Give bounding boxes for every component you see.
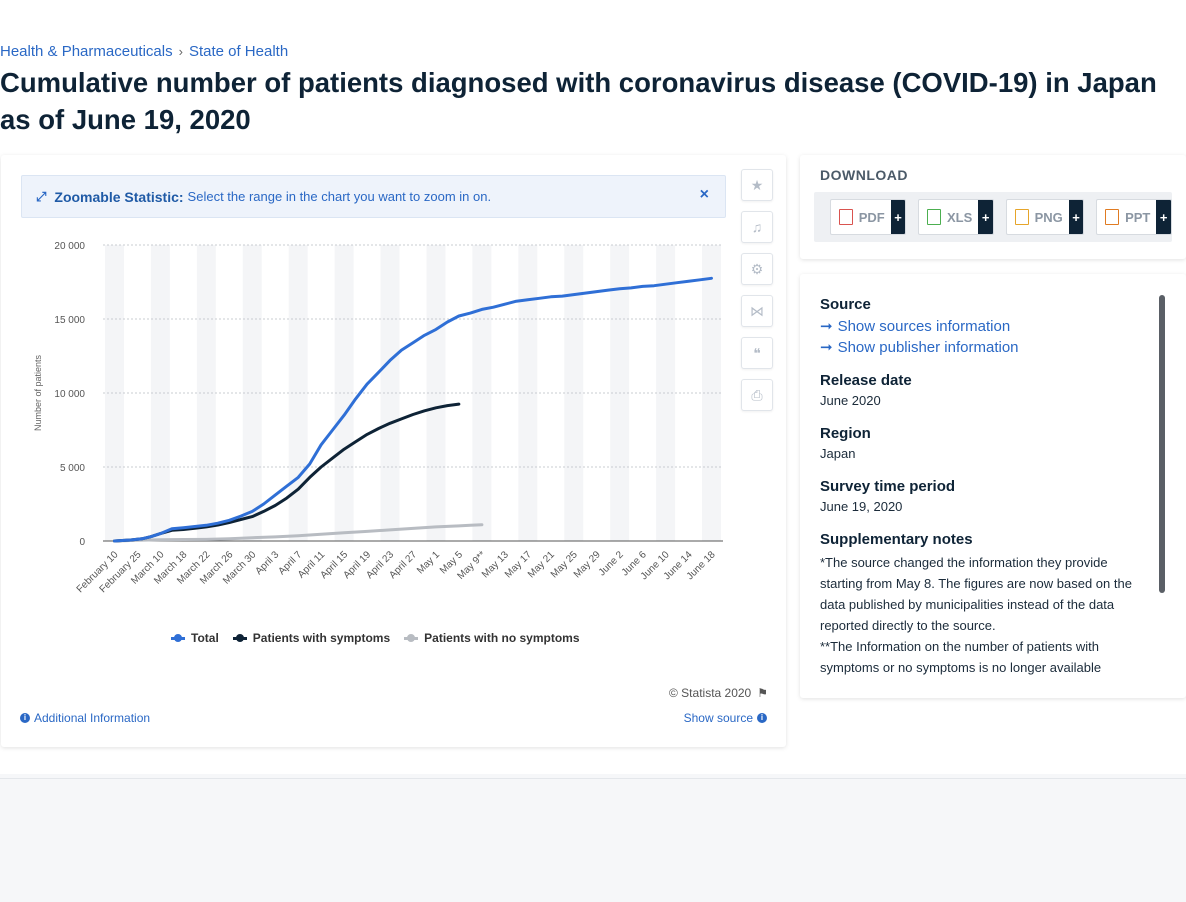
download-ppt-button[interactable]: PPT +: [1096, 199, 1172, 235]
show-publisher-link[interactable]: ➞ Show publisher information: [820, 338, 1142, 357]
legend-item-no-symptoms[interactable]: Patients with no symptoms: [404, 631, 580, 645]
png-file-icon: [1014, 209, 1029, 225]
chart-legend: Total Patients with symptoms Patients wi…: [171, 631, 580, 645]
legend-item-total[interactable]: Total: [171, 631, 219, 645]
legend-item-symptoms[interactable]: Patients with symptoms: [232, 631, 391, 645]
y-tick-label: 10 000: [54, 389, 85, 400]
survey-period-value: June 19, 2020: [820, 499, 903, 514]
png-label: PNG: [1034, 209, 1063, 225]
supplementary-notes-text: *The source changed the information they…: [820, 555, 1132, 633]
zoom-info-bar: ⤢ Zoomable Statistic: Select the range i…: [21, 175, 726, 218]
ppt-file-icon: [1105, 209, 1120, 225]
breadcrumb-state-of-health[interactable]: State of Health: [188, 43, 289, 60]
xls-file-icon: [927, 209, 941, 225]
legend-marker-total: [171, 633, 185, 642]
show-source-link[interactable]: Show source i: [684, 711, 767, 725]
xls-label: XLS: [947, 209, 973, 225]
plus-icon: +: [1068, 200, 1084, 234]
survey-period-label: Survey time period: [820, 478, 956, 495]
show-sources-label: Show sources information: [837, 317, 1011, 335]
y-tick-label: 15 000: [54, 315, 85, 326]
y-tick-label: 0: [79, 537, 85, 548]
show-publisher-label: Show publisher information: [837, 338, 1019, 356]
series-line-patients-with-no-symptoms: [113, 523, 484, 543]
supplementary-notes-text-2: **The Information on the number of patie…: [820, 639, 1102, 675]
info-card: Source ➞ Show sources information ➞ Show…: [800, 274, 1186, 698]
info-icon: i: [757, 713, 767, 723]
favorite-star-icon[interactable]: ★: [741, 169, 773, 201]
supplementary-notes-label: Supplementary notes: [820, 531, 973, 548]
info-scrollbar[interactable]: [1159, 295, 1165, 593]
x-tick-label: May 1: [415, 549, 442, 576]
download-card: DOWNLOAD PDF + XLS + PNG + PPT +: [800, 155, 1186, 259]
download-pdf-button[interactable]: PDF +: [830, 199, 907, 235]
pdf-label: PDF: [858, 209, 885, 225]
legend-label-symptoms: Patients with symptoms: [252, 631, 391, 645]
legend-marker-no-symptoms: [404, 633, 419, 642]
arrow-right-icon: ➞: [820, 339, 833, 356]
expand-icon: ⤢: [36, 188, 47, 204]
zoom-text: Select the range in the chart you want t…: [187, 189, 492, 204]
zoom-title: Zoomable Statistic:: [54, 188, 184, 205]
series-line-total: [113, 276, 713, 543]
region-label: Region: [820, 425, 871, 442]
pdf-file-icon: [839, 209, 853, 225]
download-xls-button[interactable]: XLS +: [918, 199, 994, 235]
notification-bell-icon[interactable]: ♫: [741, 211, 773, 243]
additional-information-link[interactable]: i Additional Information: [20, 711, 150, 725]
column-band: [288, 245, 308, 541]
legend-marker-symptoms: [232, 633, 247, 642]
chart-plot[interactable]: 0 5 000 10 000 15 000 20 000 Number of patien…: [1, 155, 741, 625]
page-title: Cumulative number of patients diagnosed …: [0, 67, 1157, 135]
breadcrumb-health[interactable]: Health & Pharmaceuticals: [0, 43, 173, 60]
download-title: DOWNLOAD: [820, 167, 908, 183]
show-source-label: Show source: [683, 711, 753, 725]
y-tick-label: 20 000: [54, 241, 85, 252]
y-axis-label: Number of patients: [33, 354, 43, 431]
plus-icon: +: [890, 200, 906, 234]
info-icon: i: [20, 713, 30, 723]
credit-text: © Statista 2020: [669, 686, 752, 700]
breadcrumb: Health & Pharmaceuticals › State of Heal…: [0, 43, 288, 60]
print-icon[interactable]: ⎙: [741, 379, 773, 411]
page-bottom: [0, 778, 1186, 902]
chart-card: ⤢ Zoomable Statistic: Select the range i…: [1, 155, 786, 747]
download-buttons: PDF + XLS + PNG + PPT +: [814, 192, 1172, 242]
release-date-value: June 2020: [820, 393, 881, 408]
x-tick-label: June 2: [597, 549, 626, 578]
side-actions: ★ ♫ ⚙ ⋈ ❝ ⎙: [741, 169, 773, 411]
show-sources-link[interactable]: ➞ Show sources information: [820, 317, 1142, 336]
column-band: [380, 245, 400, 541]
legend-label-no-symptoms: Patients with no symptoms: [424, 631, 580, 645]
legend-label-total: Total: [191, 631, 219, 645]
plus-icon: +: [1156, 200, 1171, 234]
settings-gear-icon[interactable]: ⚙: [741, 253, 773, 285]
share-icon[interactable]: ⋈: [741, 295, 773, 327]
breadcrumb-separator: ›: [178, 44, 183, 59]
arrow-right-icon: ➞: [820, 318, 833, 335]
column-band: [472, 245, 492, 541]
additional-information-label: Additional Information: [34, 711, 151, 725]
x-tick-label: May 29: [572, 549, 603, 580]
source-label: Source: [820, 296, 871, 313]
release-date-label: Release date: [820, 372, 912, 389]
info-scroll-area[interactable]: Source ➞ Show sources information ➞ Show…: [820, 296, 1142, 680]
flag-icon: ⚑: [757, 686, 768, 700]
x-tick-label: April 3: [254, 549, 282, 577]
quote-icon[interactable]: ❝: [741, 337, 773, 369]
plus-icon: +: [978, 200, 993, 234]
close-icon[interactable]: ×: [699, 186, 709, 203]
region-value: Japan: [820, 446, 856, 461]
statista-credit[interactable]: © Statista 2020 ⚑: [669, 686, 768, 700]
ppt-label: PPT: [1125, 209, 1151, 225]
download-png-button[interactable]: PNG +: [1005, 199, 1085, 235]
y-tick-label: 5 000: [60, 463, 85, 474]
